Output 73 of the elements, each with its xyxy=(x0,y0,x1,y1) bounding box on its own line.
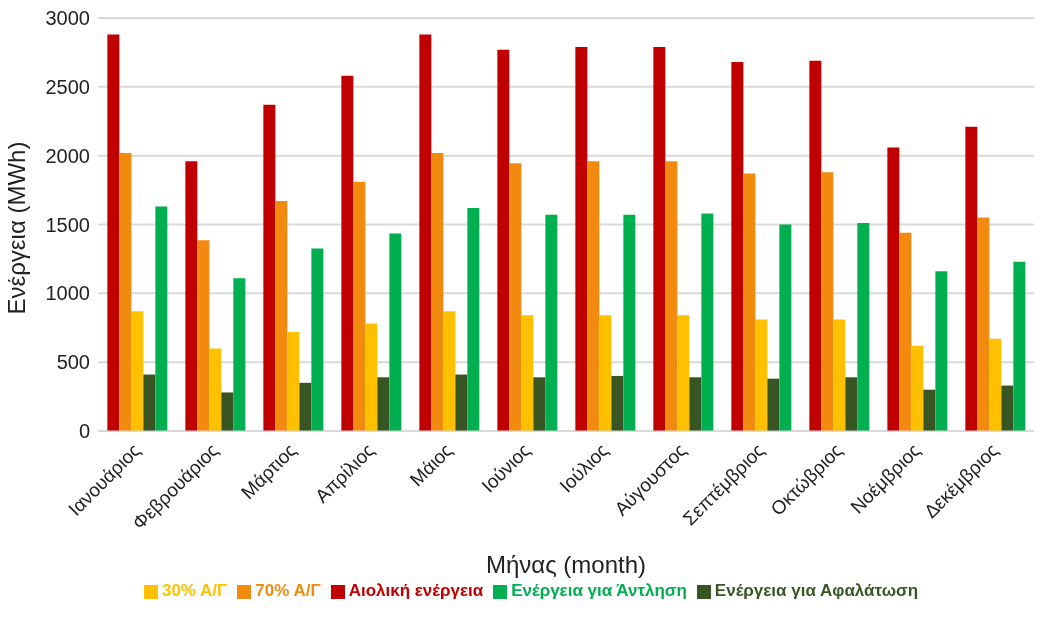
bar xyxy=(1013,261,1026,431)
bar xyxy=(467,207,480,431)
bar xyxy=(275,201,288,431)
y-tick-label: 1500 xyxy=(45,213,90,236)
bar xyxy=(965,126,978,431)
bar xyxy=(419,34,432,431)
y-tick-label: 2000 xyxy=(45,144,90,167)
bar xyxy=(575,46,588,431)
bar xyxy=(119,152,132,431)
bar xyxy=(755,319,768,431)
bar xyxy=(623,214,636,431)
bar xyxy=(131,311,144,431)
bar xyxy=(533,377,546,431)
bar xyxy=(209,348,222,431)
bar xyxy=(185,161,198,431)
bar xyxy=(197,240,210,431)
bar xyxy=(107,34,120,431)
bar xyxy=(155,206,168,431)
bar xyxy=(665,161,678,431)
bar xyxy=(365,323,378,431)
bar xyxy=(521,315,534,431)
bar xyxy=(377,377,390,431)
bar xyxy=(809,60,822,431)
bar xyxy=(677,315,690,431)
legend-label: 30% Α/Γ xyxy=(161,581,228,600)
legend-label: 70% Α/Γ xyxy=(255,581,321,600)
bar xyxy=(587,161,600,431)
legend-label: Ενέργεια για Αφαλάτωση xyxy=(714,581,919,600)
bar xyxy=(911,345,924,431)
bar xyxy=(509,163,522,431)
bar xyxy=(233,278,246,431)
bar xyxy=(143,374,156,431)
bar xyxy=(287,331,300,431)
y-tick-label: 500 xyxy=(56,351,90,374)
bar xyxy=(611,375,624,431)
bar xyxy=(779,224,792,431)
bar xyxy=(701,213,714,431)
bar xyxy=(311,248,324,431)
bar xyxy=(767,378,780,431)
bar xyxy=(341,75,354,431)
bar xyxy=(833,319,846,431)
bar xyxy=(263,104,276,431)
bar xyxy=(887,147,900,431)
bar xyxy=(857,223,870,431)
bar xyxy=(743,173,756,431)
y-tick-label: 1000 xyxy=(45,282,90,305)
bar xyxy=(923,389,936,431)
bar xyxy=(497,49,510,431)
bar xyxy=(1001,385,1014,431)
bar xyxy=(389,233,402,431)
bar xyxy=(977,217,990,431)
bar xyxy=(599,315,612,431)
bar xyxy=(845,377,858,431)
bar xyxy=(731,62,744,431)
y-tick-label: 2500 xyxy=(45,75,90,98)
y-tick-label: 3000 xyxy=(45,7,90,30)
bar xyxy=(689,377,702,431)
bar xyxy=(221,392,234,431)
y-tick-label: 0 xyxy=(78,420,90,443)
legend-label: Ενέργεια για Άντληση xyxy=(511,581,687,600)
bar xyxy=(299,382,312,431)
bar xyxy=(455,374,468,431)
bar xyxy=(935,271,948,431)
bar xyxy=(545,214,558,431)
legend-label: Αιολική ενέργεια xyxy=(348,581,484,600)
bar xyxy=(431,152,444,431)
bar xyxy=(899,232,912,431)
bar xyxy=(443,311,456,431)
bar xyxy=(653,46,666,431)
bar xyxy=(353,181,366,431)
bar xyxy=(821,172,834,431)
x-axis-title: Μήνας (month) xyxy=(485,551,647,578)
bar xyxy=(989,338,1002,431)
